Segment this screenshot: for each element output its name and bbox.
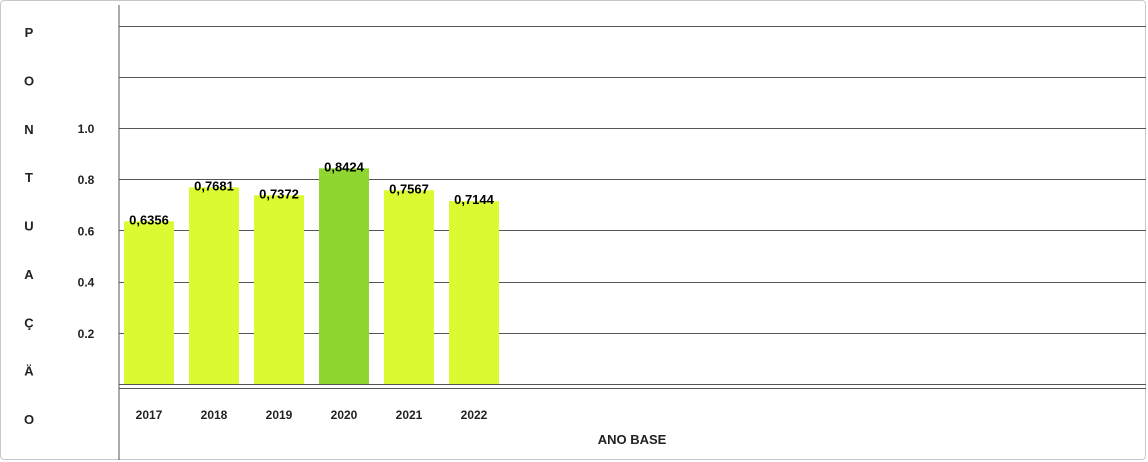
y-label-letter: Ç	[24, 315, 34, 330]
data-label: 0,7567	[389, 181, 429, 196]
data-label: 0,7681	[194, 178, 234, 193]
y-tick-label: 0.6	[78, 224, 95, 238]
bar	[384, 190, 434, 384]
bars	[124, 168, 499, 384]
x-axis-ticks: 2017 2018 2019 2020 2021 2022	[136, 408, 488, 422]
data-label: 0,7372	[259, 186, 299, 201]
bar	[449, 201, 499, 384]
data-label: 0,6356	[129, 212, 169, 227]
x-tick-label: 2019	[266, 408, 293, 422]
x-tick-label: 2022	[461, 408, 488, 422]
y-label-letter: T	[25, 170, 33, 185]
x-tick-label: 2018	[201, 408, 228, 422]
y-label-letter: N	[24, 122, 33, 137]
bar	[254, 195, 304, 384]
y-label-letter: P	[25, 25, 34, 40]
y-tick-label: 0.8	[78, 173, 95, 187]
y-tick-label: 0.2	[78, 327, 95, 341]
y-label-letter: O	[24, 73, 34, 88]
y-label-letter: A	[24, 267, 34, 282]
data-label: 0,7144	[454, 192, 495, 207]
x-tick-label: 2017	[136, 408, 163, 422]
y-label-letter: Ä	[24, 364, 34, 379]
y-label-letter: U	[24, 219, 33, 234]
y-axis-label: P O N T U A Ç Ä O	[24, 25, 34, 427]
y-tick-label: 0.4	[78, 276, 95, 290]
x-axis-label: ANO BASE	[598, 432, 667, 447]
y-tick-label: 1.0	[78, 122, 95, 136]
x-tick-label: 2021	[396, 408, 423, 422]
data-labels: 0,6356 0,7681 0,7372 0,8424 0,7567 0,7144	[129, 159, 495, 227]
bar	[124, 221, 174, 384]
y-axis-ticks: 0.2 0.4 0.6 0.8 1.0	[78, 122, 95, 341]
x-tick-label: 2020	[331, 408, 358, 422]
data-label: 0,8424	[324, 159, 365, 174]
y-label-letter: O	[24, 412, 34, 427]
bar	[189, 187, 239, 384]
bar	[319, 168, 369, 384]
